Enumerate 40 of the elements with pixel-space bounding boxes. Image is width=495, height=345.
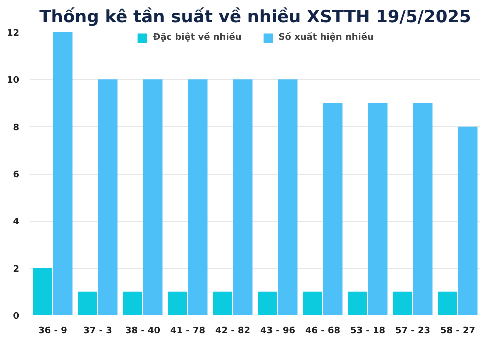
x-tick-label: 37 - 3 (84, 326, 112, 336)
x-tick-label: 43 - 96 (260, 326, 296, 336)
x-tick-label: 57 - 23 (395, 326, 431, 336)
y-tick-label: 10 (6, 76, 20, 86)
y-tick-label: 6 (13, 170, 20, 180)
bar (258, 292, 278, 316)
bar (438, 292, 458, 316)
x-tick-label: 53 - 18 (350, 326, 386, 336)
bar (348, 292, 368, 316)
bar (414, 103, 433, 316)
y-tick-label: 12 (6, 29, 20, 39)
bar (393, 292, 412, 316)
bar (54, 32, 73, 316)
bar (144, 80, 163, 316)
x-tick-label: 41 - 78 (170, 326, 206, 336)
bar (324, 103, 343, 316)
bar (168, 292, 188, 316)
bar (368, 103, 388, 316)
x-tick-label: 42 - 82 (215, 326, 251, 336)
x-tick-label: 46 - 68 (305, 326, 341, 336)
bar (188, 80, 208, 316)
bar (234, 80, 253, 316)
bar (123, 292, 142, 316)
bar (78, 292, 98, 316)
bar (458, 126, 478, 316)
bar (213, 292, 232, 316)
bar (278, 80, 298, 316)
bar (98, 80, 118, 316)
x-tick-label: 58 - 27 (440, 326, 476, 336)
x-tick-label: 38 - 40 (125, 326, 161, 336)
bar (303, 292, 322, 316)
y-tick-label: 4 (13, 218, 20, 228)
y-tick-label: 8 (13, 123, 20, 134)
chart-title: Thống kê tần suất về nhiều XSTTH 19/5/2025 (40, 8, 472, 28)
y-tick-label: 2 (13, 264, 20, 275)
x-tick-label: 36 - 9 (38, 326, 68, 336)
bar (33, 268, 52, 316)
legend-label: Đặc biệt về nhiều (153, 33, 242, 43)
legend-label: Số xuất hiện nhiều (278, 33, 374, 43)
y-tick-label: 0 (13, 312, 20, 322)
